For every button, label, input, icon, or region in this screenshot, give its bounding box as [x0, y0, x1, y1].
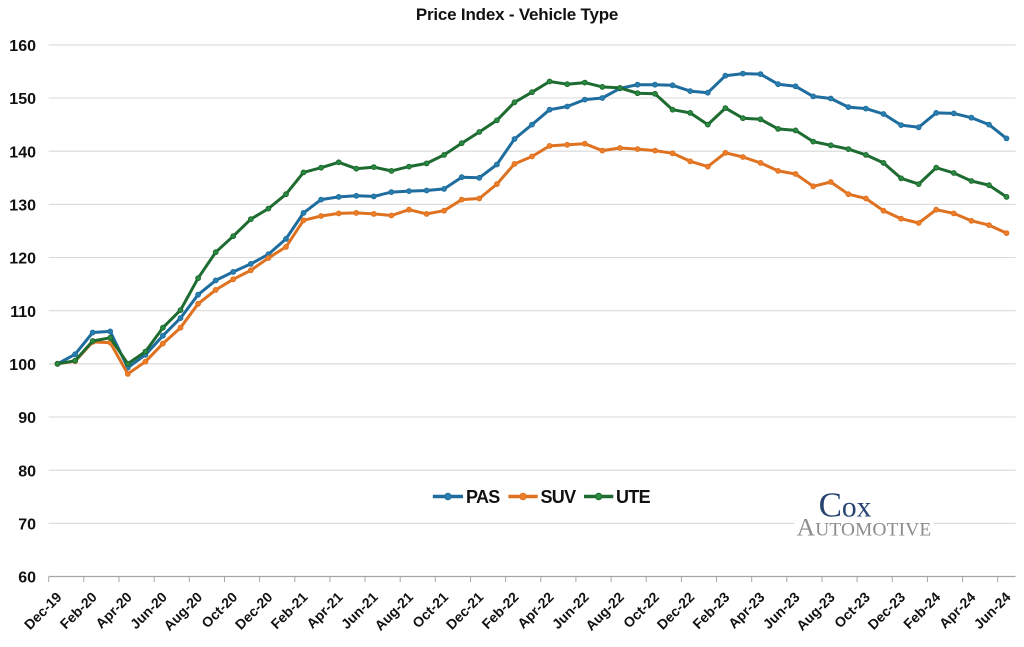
svg-text:Price Index - Vehicle Type: Price Index - Vehicle Type: [416, 5, 618, 24]
svg-text:130: 130: [9, 198, 36, 215]
svg-text:70: 70: [18, 517, 36, 534]
svg-text:160: 160: [9, 38, 36, 55]
svg-text:100: 100: [9, 357, 36, 374]
svg-text:60: 60: [18, 570, 36, 587]
svg-text:Cox: Cox: [819, 486, 872, 525]
svg-text:140: 140: [9, 144, 36, 161]
svg-text:80: 80: [18, 463, 36, 480]
svg-text:SUV: SUV: [541, 487, 577, 507]
svg-text:120: 120: [9, 251, 36, 268]
svg-text:150: 150: [9, 91, 36, 108]
svg-text:110: 110: [10, 304, 36, 321]
svg-text:UTE: UTE: [616, 487, 651, 507]
svg-text:PAS: PAS: [466, 487, 500, 507]
svg-text:90: 90: [18, 410, 36, 427]
